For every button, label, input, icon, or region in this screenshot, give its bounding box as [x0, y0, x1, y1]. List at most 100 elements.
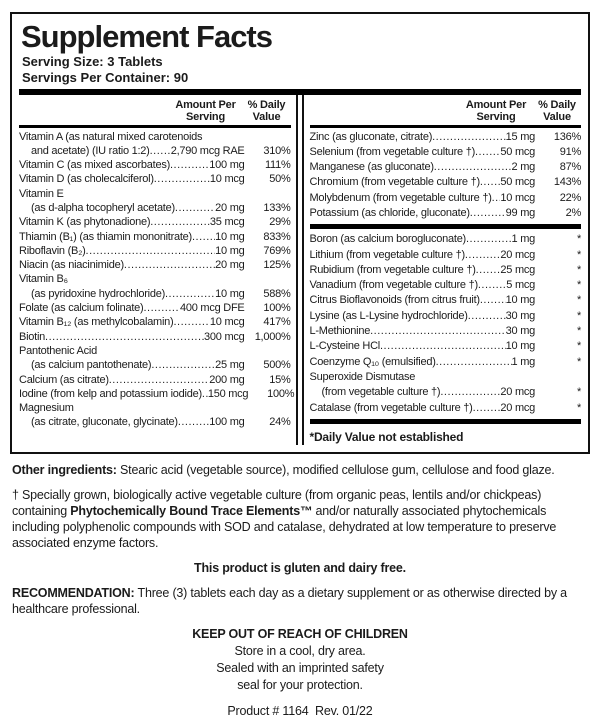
header-rule [19, 125, 291, 128]
dot-leader [154, 172, 210, 186]
nutrient-amount: 2 mg [511, 161, 536, 174]
dagger-footnote-post: and/or naturally associated phytochemica… [12, 503, 557, 550]
storage-note: Store in a cool, dry area. [234, 643, 366, 658]
dot-leader [370, 324, 506, 339]
nutrient-name-continued: (from vegetable culture †) [321, 386, 441, 399]
nutrient-daily-value: * [576, 263, 581, 276]
dot-leader [432, 130, 506, 145]
dot-leader [143, 301, 180, 315]
nutrient-daily-value: * [576, 355, 581, 368]
product-number: Product # 1164 Rev. 01/22 [227, 703, 373, 718]
nutrient-name: Pantothenic Acid [19, 344, 97, 357]
nutrient-daily-value: * [576, 294, 581, 307]
nutrient-amount: 20 mcg [500, 248, 535, 261]
other-ingredients: Other ingredients: Stearic acid (vegetab… [12, 462, 588, 478]
table-row: Lysine (as L-Lysine hydrochloride) 30 mg * [310, 309, 582, 324]
column-headers-right: Amount Per Serving % Daily Value [310, 97, 582, 125]
facts-columns: Amount Per Serving % Daily Value Vitamin… [19, 95, 581, 445]
nutrient-amount: 10 mg [215, 244, 245, 257]
nutrient-daily-value: * [576, 233, 581, 246]
nutrient-amount: 30 mg [505, 309, 536, 322]
table-row: Magnesium (as citrate, gluconate, glycina… [19, 401, 291, 430]
nutrient-amount: 25 mg [215, 359, 245, 372]
table-row: Selenium (from vegetable culture †) 50 mc… [310, 145, 582, 160]
header-divider-bar [19, 89, 581, 95]
dot-leader [466, 232, 512, 247]
header-dv-line1: % Daily [538, 99, 576, 111]
nutrient-daily-value: 769% [263, 244, 291, 257]
dot-leader [492, 191, 501, 206]
nutrient-amount: 10 mg [505, 294, 536, 307]
header-amount-line1: Amount Per [465, 99, 527, 111]
nutrient-amount: 200 mg [209, 373, 245, 386]
table-row: Catalase (from vegetable culture †) 20 mc… [310, 401, 582, 416]
table-row: Vitamin B₁₂ (as methylcobalamin) 10 mcg 41… [19, 315, 291, 329]
table-row: Coenzyme Q₁₀ (emulsified) 1 mg * [310, 355, 582, 370]
nutrient-amount: 50 mcg [500, 145, 535, 158]
nutrient-name-continued: and acetate) (IU ratio 1:2) [31, 144, 150, 157]
amount-per-serving-header: Amount Per Serving [459, 99, 533, 123]
header-rule [309, 125, 581, 128]
nutrient-amount: 10 mg [215, 287, 245, 300]
nutrient-name: Folate (as calcium folinate) [19, 302, 144, 315]
nutrient-daily-value: 2% [565, 206, 582, 219]
nutrient-amount: 2,790 mcg RAE [170, 144, 245, 157]
table-row: L-Cysteine HCl 10 mg * [310, 339, 582, 354]
nutrient-rows-right-starred: Boron (as calcium borogluconate)1 mg*Lit… [310, 232, 582, 416]
dot-leader [476, 263, 501, 278]
table-row: Vitamin K (as phytonadione) 35 mcg 29% [19, 215, 291, 229]
nutrient-name: Potassium (as chloride, gluconate) [309, 206, 471, 219]
header-dv-line2: Value [543, 111, 571, 123]
nutrient-daily-value: 143% [553, 176, 581, 189]
serving-size: Serving Size: 3 Tablets [22, 54, 163, 69]
table-row: Citrus Bioflavonoids (from citrus fruit)… [310, 293, 582, 308]
nutrient-name: Iodine (from kelp and potassium iodide) [19, 387, 202, 400]
column-headers-left: Amount Per Serving % Daily Value [19, 97, 291, 125]
nutrient-daily-value: 833% [263, 230, 291, 243]
dot-leader [178, 415, 209, 429]
table-row: Manganese (as gluconate) 2 mg 87% [310, 160, 582, 175]
table-row: Thiamin (B₁) (as thiamin mononitrate) 10 … [19, 230, 291, 244]
nutrient-amount: 10 mcg [209, 316, 245, 329]
dot-leader [170, 158, 209, 172]
nutrient-daily-value: 588% [263, 287, 291, 300]
nutrient-name: L-Cysteine HCl [309, 340, 381, 353]
nutrient-name: Niacin (as niacinimide) [19, 259, 124, 272]
nutrient-amount: 1 mg [511, 233, 536, 246]
dot-leader [151, 358, 215, 372]
nutrient-name: Boron (as calcium borogluconate) [309, 233, 467, 246]
nutrient-daily-value: * [576, 340, 581, 353]
nutrient-daily-value: * [576, 309, 581, 322]
facts-column-right: Amount Per Serving % Daily Value Zinc (a… [301, 95, 582, 445]
table-row: L-Methionine 30 mg * [310, 324, 582, 339]
dot-leader [468, 309, 506, 324]
nutrient-rows-right-top: Zinc (as gluconate, citrate) 15 mg 136% Sel… [310, 130, 582, 222]
table-row: Biotin 300 mcg 1,000% [19, 330, 291, 344]
table-row: Rubidium (from vegetable culture †) 25 mc… [310, 263, 582, 278]
dagger-footnote: † Specially grown, biologically active v… [12, 487, 588, 551]
nutrient-daily-value: 24% [269, 416, 291, 429]
table-row: Calcium (as citrate) 200 mg 15% [19, 373, 291, 387]
table-row: Vanadium (from vegetable culture †) 5 mcg… [310, 278, 582, 293]
nutrient-daily-value: 22% [559, 191, 582, 204]
table-row: Vitamin B₆(as pyridoxine hydrochloride) 1… [19, 272, 291, 301]
nutrient-name: Manganese (as gluconate) [309, 161, 435, 174]
nutrient-name: Vitamin K (as phytonadione) [19, 216, 151, 229]
nutrient-name: Calcium (as citrate) [19, 373, 109, 386]
header-amount-line2: Serving [186, 111, 225, 123]
nutrient-amount: 15 mg [505, 130, 536, 143]
panel-title: Supplement Facts [21, 19, 273, 54]
nutrient-daily-value: * [576, 401, 581, 414]
nutrient-daily-value: 100% [263, 302, 291, 315]
table-row: Pantothenic Acid (as calcium pantothenate… [19, 344, 291, 373]
dot-leader [124, 258, 215, 272]
daily-value-header: % Daily Value [243, 99, 291, 123]
nutrient-name: Vitamin D (as cholecalciferol) [19, 173, 154, 186]
nutrient-name: Biotin [19, 330, 46, 343]
nutrient-name-continued: (as calcium pantothenate) [31, 359, 152, 372]
dot-leader [440, 385, 500, 400]
nutrient-rows-left: Vitamin A (as natural mixed carotenoids a… [19, 130, 295, 430]
nutrient-amount: 35 mcg [209, 216, 245, 229]
table-row: Vitamin E (as d-alpha tocopheryl acetate)… [19, 187, 291, 216]
nutrient-name: Molybdenum (from vegetable culture †) [309, 191, 492, 204]
